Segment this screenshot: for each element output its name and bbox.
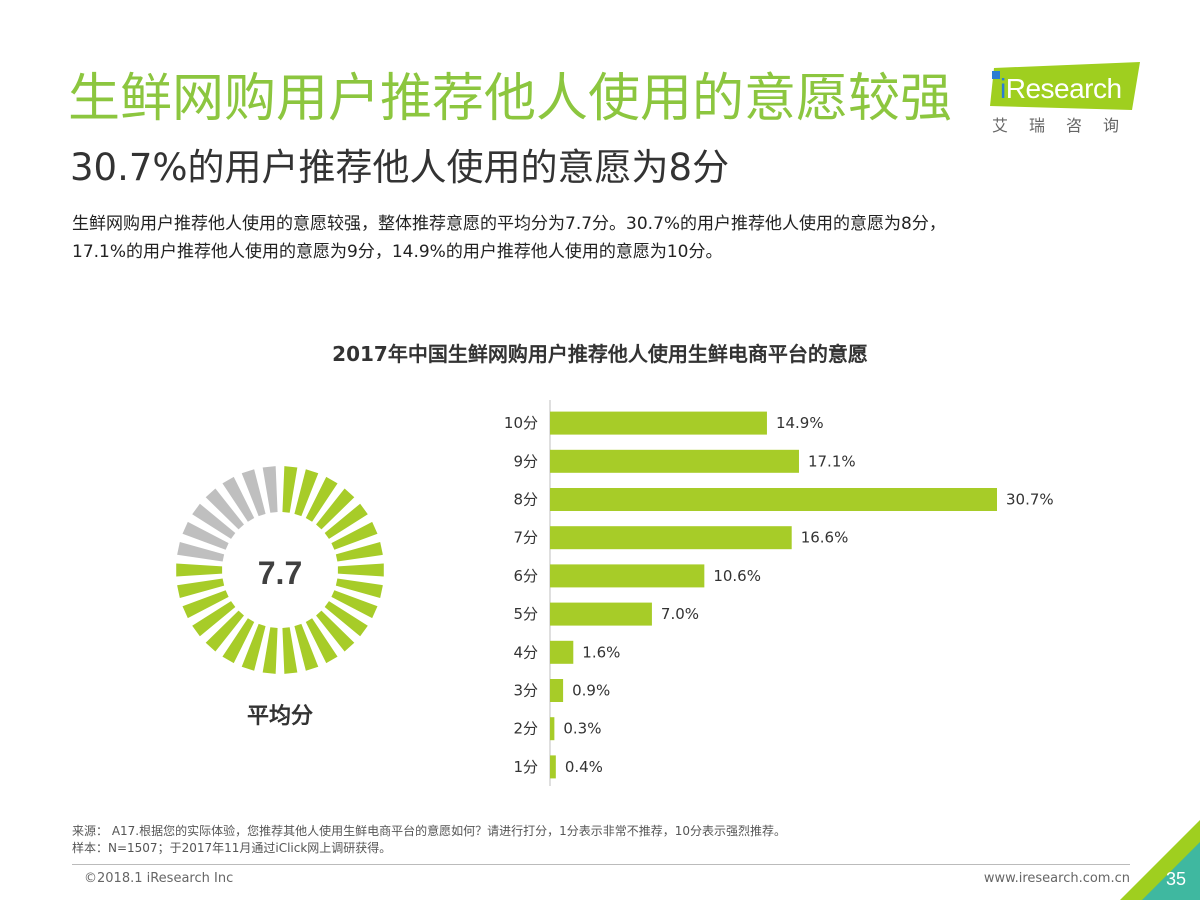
- logo-subtitle: 艾瑞咨询: [992, 116, 1141, 135]
- gauge-segment-filled: [324, 601, 368, 637]
- bar-value-label: 0.4%: [565, 758, 603, 776]
- bar: [550, 411, 767, 435]
- gauge-segment-filled: [282, 466, 298, 513]
- gauge-segment-empty: [241, 469, 266, 517]
- intro-paragraph: 生鲜网购用户推荐他人使用的意愿较强，整体推荐意愿的平均分为7.7分。30.7%的…: [72, 210, 1102, 266]
- bar: [550, 564, 705, 588]
- gauge-segment-filled: [177, 578, 225, 598]
- gauge-segment-empty: [205, 488, 244, 530]
- gauge-segment-filled: [192, 601, 236, 637]
- gauge-segment-filled: [205, 610, 244, 652]
- gauge-segment-filled: [316, 488, 355, 530]
- logo-dot-icon: [992, 71, 1000, 79]
- page-number: 35: [1165, 869, 1186, 889]
- gauge-segment-empty: [177, 542, 225, 562]
- logo-badge: [990, 62, 1140, 110]
- bar-value-label: 17.1%: [808, 452, 856, 470]
- chart-title: 2017年中国生鲜网购用户推荐他人使用生鲜电商平台的意愿: [332, 342, 868, 366]
- gauge-segment-empty: [182, 521, 229, 550]
- bar-value-label: 10.6%: [713, 567, 761, 585]
- sample-note: 样本：N=1507；于2017年11月通过iClick网上调研获得。: [72, 841, 392, 855]
- gauge-segment-filled: [262, 627, 278, 674]
- gauge-segment-filled: [337, 563, 384, 577]
- bar: [550, 640, 574, 664]
- intro-line-2: 17.1%的用户推荐他人使用的意愿为9分，14.9%的用户推荐他人使用的意愿为1…: [72, 242, 723, 262]
- gauge-segment-filled: [176, 563, 223, 577]
- bar-value-label: 14.9%: [776, 414, 824, 432]
- category-label: 5分: [513, 605, 538, 623]
- gauge-segment-filled: [241, 623, 266, 671]
- footer-divider: [72, 864, 1130, 865]
- category-label: 10分: [504, 414, 538, 432]
- bar: [550, 488, 997, 511]
- iresearch-logo: iResearch 艾瑞咨询: [990, 62, 1142, 140]
- gauge-segment-filled: [331, 590, 378, 619]
- bar: [550, 679, 564, 702]
- category-label: 1分: [513, 758, 538, 776]
- source-note: 来源： A17.根据您的实际体验，您推荐其他人使用生鲜电商平台的意愿如何？请进行…: [72, 824, 787, 838]
- bar-value-label: 30.7%: [1006, 491, 1054, 509]
- gauge-segment-filled: [305, 476, 338, 522]
- gauge-segment-filled: [324, 503, 368, 539]
- gauge-segment-filled: [294, 623, 319, 671]
- page-title: 生鲜网购用户推荐他人使用的意愿较强: [68, 69, 953, 129]
- corner-teal-triangle: [1142, 842, 1200, 900]
- bar: [550, 602, 652, 626]
- average-score-gauge: [176, 466, 384, 674]
- gauge-value: 7.7: [257, 555, 303, 591]
- bar: [550, 449, 799, 473]
- gauge-segment-filled: [182, 590, 229, 619]
- category-label: 7分: [513, 529, 538, 547]
- intro-line-1: 生鲜网购用户推荐他人使用的意愿较强，整体推荐意愿的平均分为7.7分。30.7%的…: [72, 214, 946, 234]
- copyright-text: ©2018.1 iResearch Inc: [84, 871, 234, 886]
- corner-decoration: [1120, 820, 1200, 900]
- logo-research: Research: [1005, 73, 1122, 104]
- gauge-segment-filled: [316, 610, 355, 652]
- category-label: 2分: [513, 720, 538, 738]
- category-label: 9分: [513, 452, 538, 470]
- bar: [550, 526, 792, 550]
- gauge-segment-filled: [294, 469, 319, 517]
- gauge-label: 平均分: [246, 704, 313, 729]
- category-label: 6分: [513, 567, 538, 585]
- gauge-segment-empty: [222, 476, 255, 522]
- category-label: 3分: [513, 682, 538, 700]
- footer-notes: 来源： A17.根据您的实际体验，您推荐其他人使用生鲜电商平台的意愿如何？请进行…: [72, 823, 786, 857]
- gauge-segment-filled: [335, 542, 383, 562]
- bar-value-label: 16.6%: [801, 529, 849, 547]
- logo-i: i: [1000, 73, 1006, 104]
- bar-chart: 10分 14.9% 9分 17.1% 8分 30.7% 7分 16.6% 6分 10.6% 5分 7.…: [504, 400, 1054, 786]
- gauge-segment-filled: [335, 578, 383, 598]
- bar: [550, 755, 556, 779]
- category-label: 4分: [513, 643, 538, 661]
- page-subtitle: 30.7%的用户推荐他人使用的意愿为8分: [70, 146, 730, 189]
- gauge-segment-filled: [305, 618, 338, 664]
- gauge-segment-filled: [222, 618, 255, 664]
- bar: [550, 717, 555, 741]
- bar-value-label: 7.0%: [661, 605, 699, 623]
- gauge-segment-filled: [282, 627, 298, 674]
- category-label: 8分: [513, 491, 538, 509]
- gauge-segment-filled: [331, 521, 378, 550]
- bar-value-label: 0.9%: [572, 682, 610, 700]
- website-link[interactable]: www.iresearch.com.cn: [983, 871, 1130, 886]
- logo-wordmark: iResearch: [1000, 72, 1122, 106]
- bar-value-label: 0.3%: [563, 720, 601, 738]
- gauge-segment-empty: [192, 503, 236, 539]
- bar-value-label: 1.6%: [582, 643, 620, 661]
- gauge-segment-empty: [262, 466, 278, 513]
